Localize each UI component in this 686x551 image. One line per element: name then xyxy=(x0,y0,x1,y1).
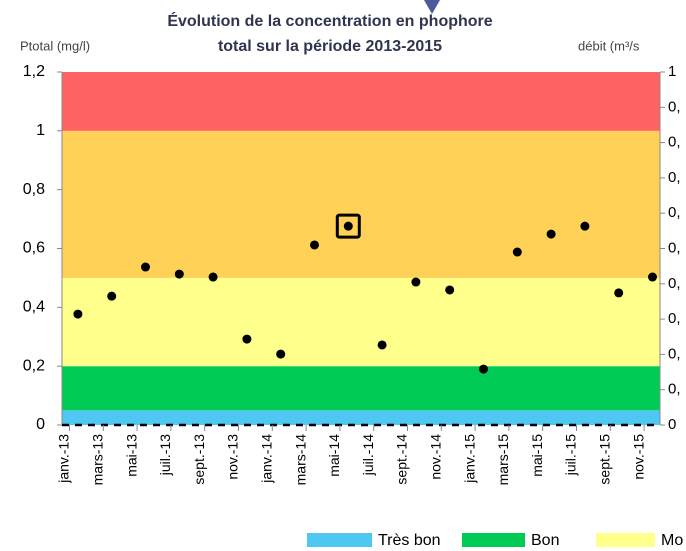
y2-tick-label: 0, xyxy=(668,169,681,186)
x-tick-label: sept.-15 xyxy=(597,434,613,485)
quality-band xyxy=(62,410,660,425)
data-point xyxy=(411,277,421,287)
data-point xyxy=(174,269,184,279)
x-tick-label: mai-13 xyxy=(123,434,139,477)
y-tick-label: 1 xyxy=(36,122,45,139)
x-tick-label: nov.-15 xyxy=(630,434,646,480)
y-tick-label: 0,2 xyxy=(23,357,45,374)
y2-tick-label: 0, xyxy=(668,345,681,362)
quality-band xyxy=(62,277,660,367)
x-tick-label: juil.-15 xyxy=(563,434,579,476)
data-point xyxy=(343,221,353,231)
data-point xyxy=(479,364,488,374)
x-tick-label: nov.-13 xyxy=(225,434,241,480)
legend-label: Mo xyxy=(661,532,683,549)
legend-swatch xyxy=(596,533,655,547)
x-tick-label: mars-13 xyxy=(90,434,106,486)
data-point xyxy=(445,285,455,295)
y2-tick-label: 0, xyxy=(668,381,681,398)
legend-label: Très bon xyxy=(378,532,441,549)
x-tick-label: nov.-14 xyxy=(428,434,444,480)
x-tick-label: mai-14 xyxy=(326,434,342,477)
x-tick-label: mars-14 xyxy=(292,434,308,486)
chart-title: Évolution de la concentration en phophor… xyxy=(167,11,492,30)
data-point xyxy=(276,349,286,359)
y-axis-label: Ptotal (mg/l) xyxy=(20,38,90,53)
y2-axis-label: débit (m³/s xyxy=(578,38,640,53)
data-point xyxy=(242,334,252,344)
data-point xyxy=(310,240,319,250)
y-tick-label: 0 xyxy=(36,416,45,433)
y2-tick-label: 0, xyxy=(668,98,681,115)
data-point xyxy=(73,309,83,319)
x-tick-label: janv.-13 xyxy=(56,434,72,484)
x-tick-label: janv.-14 xyxy=(259,434,275,484)
chart-title: total sur la période 2013-2015 xyxy=(218,38,442,55)
y2-tick-label: 0 xyxy=(668,416,676,433)
y2-tick-label: 0, xyxy=(668,134,681,151)
x-tick-label: juil.-14 xyxy=(360,434,376,476)
y-tick-label: 1,2 xyxy=(23,63,45,80)
x-tick-label: mai-15 xyxy=(529,434,545,477)
cursor-marker xyxy=(424,0,440,14)
data-point xyxy=(208,272,218,282)
y2-tick-label: 0, xyxy=(668,239,681,256)
y-tick-label: 0,4 xyxy=(23,299,45,316)
data-point xyxy=(141,262,150,272)
quality-band xyxy=(62,130,660,278)
x-tick-label: sept.-13 xyxy=(191,434,207,485)
legend-label: Bon xyxy=(531,532,559,549)
x-tick-label: juil.-13 xyxy=(157,434,173,476)
data-point xyxy=(107,291,117,301)
legend-swatch xyxy=(307,533,372,547)
legend-swatch xyxy=(462,533,525,547)
y2-tick-label: 1 xyxy=(668,63,676,80)
y2-tick-label: 0, xyxy=(668,310,681,327)
data-point xyxy=(546,229,556,239)
x-tick-label: sept.-14 xyxy=(394,434,410,485)
quality-band xyxy=(62,366,660,411)
y-tick-label: 0,8 xyxy=(23,181,45,198)
x-tick-label: janv.-15 xyxy=(461,434,477,484)
y2-tick-label: 0, xyxy=(668,204,681,221)
y2-tick-label: 0, xyxy=(668,275,681,292)
data-point xyxy=(377,340,387,350)
y-tick-label: 0,6 xyxy=(23,240,45,257)
x-tick-label: mars-15 xyxy=(495,434,511,486)
data-point xyxy=(614,288,624,298)
data-point xyxy=(580,221,590,231)
data-point xyxy=(648,272,657,282)
selection-box xyxy=(335,213,361,239)
quality-band xyxy=(62,72,660,131)
data-point xyxy=(512,247,522,257)
